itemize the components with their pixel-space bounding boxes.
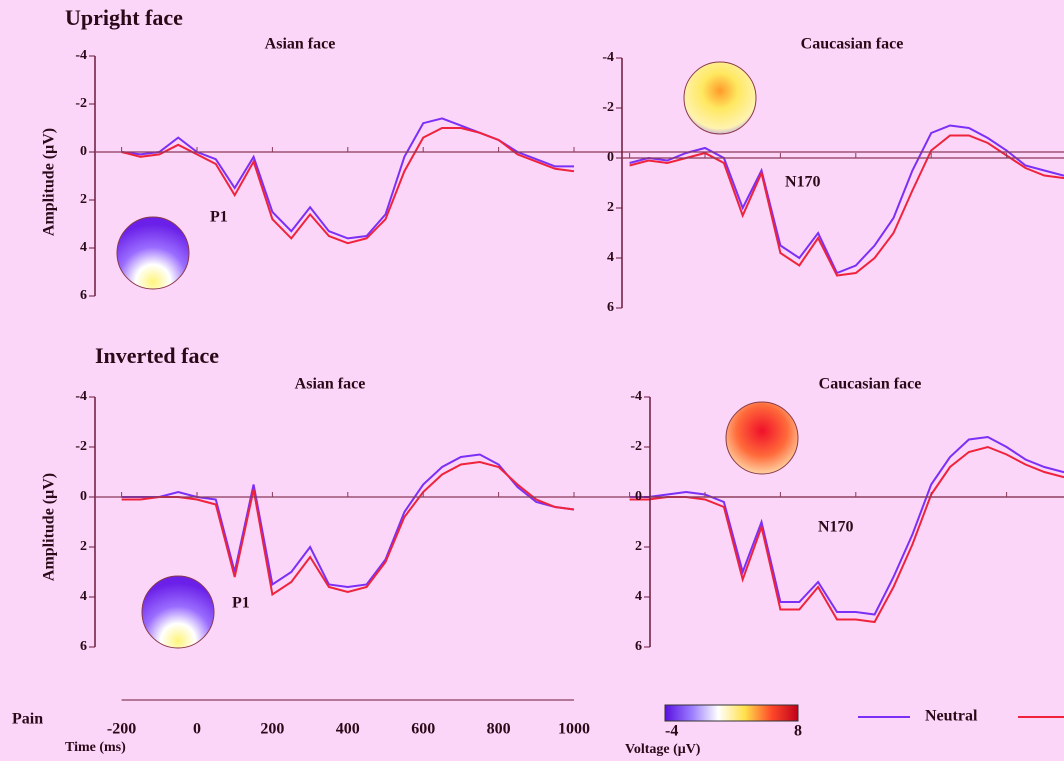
- y-axis-label: Amplitude (μV): [41, 128, 58, 236]
- x-axis-label: Time (ms): [65, 740, 126, 755]
- y-tick-label: 6: [80, 639, 87, 654]
- y-tick-label: -4: [75, 48, 87, 63]
- annotation: P1: [210, 209, 228, 226]
- erp-line: [121, 127, 575, 245]
- legend-label: Pain: [12, 711, 43, 728]
- panel-title: Asian face: [265, 36, 336, 53]
- y-tick-label: 0: [80, 144, 87, 159]
- y-tick-label: -2: [75, 96, 87, 111]
- section-title: Upright face: [65, 5, 183, 30]
- y-tick-label: 6: [607, 300, 614, 315]
- y-tick-label: -4: [75, 389, 87, 404]
- y-tick-label: -2: [75, 439, 87, 454]
- annotation: P1: [232, 595, 250, 612]
- panel-title: Caucasian face: [819, 376, 922, 393]
- erp-line: [121, 460, 575, 597]
- erp-line: [629, 445, 1064, 624]
- colorbar: [664, 704, 799, 722]
- y-tick-label: 4: [80, 589, 87, 604]
- erp-line: [629, 124, 1064, 275]
- y-tick-label: 4: [607, 250, 614, 265]
- y-tick-label: 0: [607, 150, 614, 165]
- y-tick-label: 0: [80, 489, 87, 504]
- y-tick-label: 6: [80, 288, 87, 303]
- x-tick-label: 600: [411, 721, 435, 738]
- erp-line: [121, 117, 574, 240]
- y-tick-label: 2: [635, 539, 642, 554]
- y-tick-label: -2: [602, 100, 614, 115]
- x-tick-label: 400: [336, 721, 360, 738]
- section-title: Inverted face: [95, 343, 219, 368]
- legend-label: Neutral: [925, 708, 978, 725]
- colorbar-max: 8: [794, 723, 802, 740]
- x-tick-label: -200: [107, 721, 136, 738]
- colorbar-min: -4: [665, 723, 678, 740]
- x-tick-label: 200: [260, 721, 284, 738]
- erp-line: [629, 134, 1064, 277]
- y-tick-label: 6: [635, 639, 642, 654]
- colorbar-label: Voltage (μV): [625, 742, 701, 757]
- y-tick-label: 4: [635, 589, 642, 604]
- x-tick-label: 800: [487, 721, 511, 738]
- y-axis-label: Amplitude (μV): [41, 473, 58, 581]
- x-tick-label: 1000: [558, 721, 590, 738]
- y-tick-label: -2: [630, 439, 642, 454]
- topomaps: [116, 61, 799, 649]
- y-tick-label: 0: [635, 489, 642, 504]
- annotation: N170: [818, 519, 854, 536]
- y-tick-label: -4: [602, 50, 614, 65]
- x-tick-label: 0: [193, 721, 201, 738]
- y-tick-label: -4: [630, 389, 642, 404]
- annotation: N170: [785, 174, 821, 191]
- y-tick-label: 4: [80, 240, 87, 255]
- panel-title: Asian face: [295, 376, 366, 393]
- y-tick-label: 2: [80, 539, 87, 554]
- panel-title: Caucasian face: [801, 36, 904, 53]
- y-tick-label: 2: [607, 200, 614, 215]
- y-tick-label: 2: [80, 192, 87, 207]
- plots: [121, 117, 1064, 624]
